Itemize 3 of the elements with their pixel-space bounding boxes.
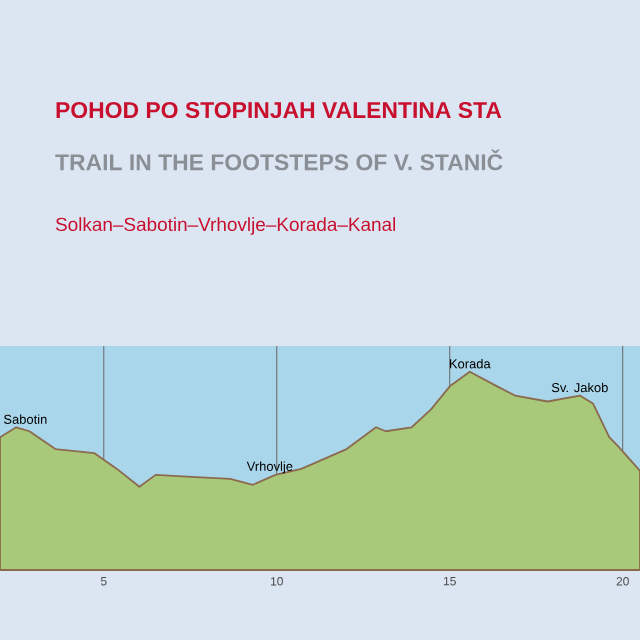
chart-title: POHOD PO STOPINJAH VALENTINA STA <box>56 101 502 119</box>
text: Solkan–Sabotin–Vrhovlje–Korada–Kanal <box>55 217 396 235</box>
chart-subtitle: TRAIL IN THE FOOTSTEPS OF V. STANIČ <box>55 149 503 171</box>
